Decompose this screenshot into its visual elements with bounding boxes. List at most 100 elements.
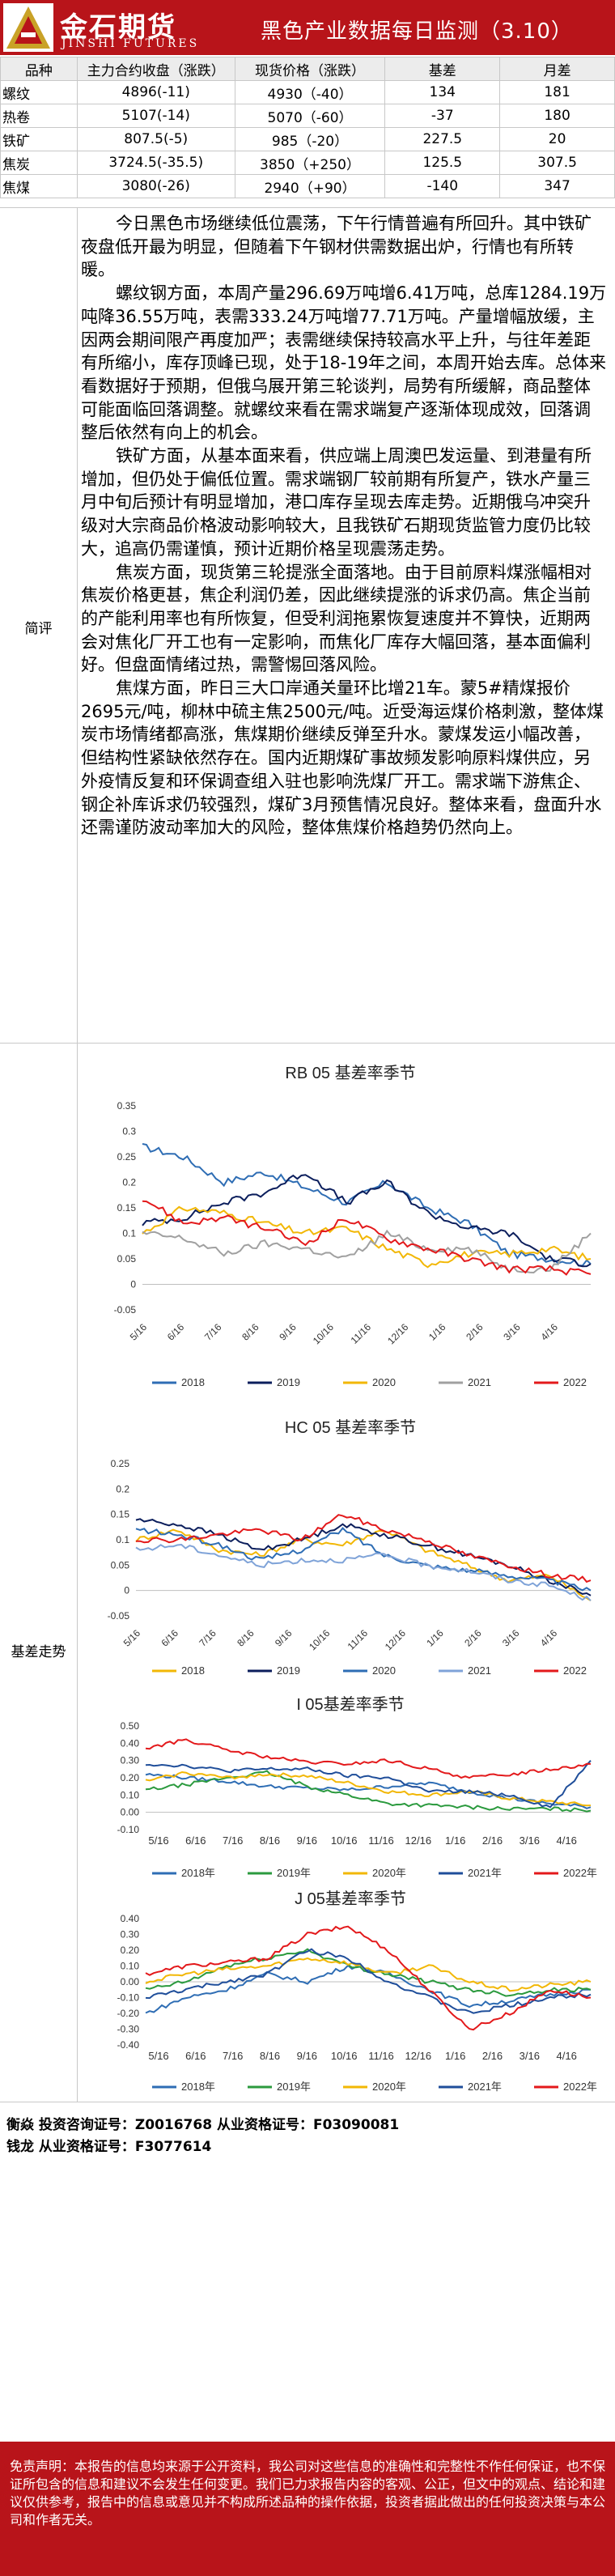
- x-tick-label: 5/16: [121, 1627, 143, 1649]
- x-tick-label: 5/16: [128, 1321, 150, 1343]
- y-tick-label: 0: [124, 1585, 129, 1596]
- logo-icon: [3, 3, 53, 52]
- y-tick-label: 0.25: [117, 1151, 137, 1163]
- column-header: 主力合约收盘（涨跌）: [76, 57, 235, 81]
- y-tick-label: 0.10: [121, 1961, 140, 1972]
- report-header: 金石期货 JINSHI FUTURES 黑色产业数据每日监测（3.10）: [0, 0, 615, 55]
- table-cell: 181: [499, 80, 615, 104]
- x-tick-label: 4/16: [557, 1834, 577, 1847]
- y-tick-label: 0.3: [122, 1126, 136, 1137]
- x-tick-label: 1/16: [445, 2050, 465, 2062]
- y-tick-label: 0.1: [122, 1228, 136, 1239]
- x-tick-label: 7/16: [202, 1321, 224, 1343]
- y-tick-label: 0.05: [117, 1253, 137, 1265]
- series-line: [145, 1770, 592, 1813]
- commentary-text: 今日黑色市场继续低位震荡，下午行情普遍有所回升。其中铁矿夜盘低开最为明显，但随着…: [81, 212, 607, 840]
- y-tick-label: 0.20: [121, 1945, 140, 1956]
- table-cell: 347: [499, 174, 615, 198]
- analyst-line: 钱龙 从业资格证号：F3077614: [6, 2139, 212, 2155]
- x-tick-label: 6/16: [185, 2050, 206, 2062]
- legend-label: 2020年: [372, 1867, 406, 1879]
- x-tick-label: 3/16: [520, 1834, 540, 1847]
- y-tick-label: -0.40: [117, 2039, 140, 2051]
- table-cell: 3724.5(-35.5): [76, 151, 235, 175]
- x-tick-label: 2/16: [464, 1321, 486, 1343]
- j-basis-chart: J 05基差率季节 -0.40 -0.30 -0.20 -0.10 0.00 0.10 0.2…: [117, 1889, 597, 2093]
- column-header: 现货价格（涨跌）: [234, 57, 386, 81]
- y-tick-label: -0.05: [114, 1304, 137, 1316]
- table-row: 热卷 5107(-14) 5070（-60） -37 180: [0, 104, 615, 128]
- series-line: [145, 1957, 592, 1992]
- x-tick-label: 6/16: [159, 1627, 181, 1649]
- x-tick-label: 5/16: [148, 1834, 168, 1847]
- x-tick-label: 11/16: [368, 1834, 394, 1847]
- series-line: [142, 1143, 592, 1267]
- series-line: [135, 1528, 592, 1602]
- column-header: 月差: [499, 57, 615, 81]
- logo-name-en: JINSHI FUTURES: [62, 37, 200, 50]
- x-tick-label: 9/16: [273, 1627, 295, 1649]
- x-tick-label: 7/16: [197, 1627, 218, 1649]
- chart-title: RB 05 基差率季节: [285, 1064, 415, 1082]
- table-cell: 4896(-11): [76, 80, 235, 104]
- x-tick-label: 12/16: [405, 1834, 432, 1847]
- table-row: 螺纹 4896(-11) 4930（-40） 134 181: [0, 80, 615, 104]
- disclaimer: 免责声明：本报告的信息均来源于公开资料，我公司对这些信息的准确性和完整性不作任何…: [0, 2442, 615, 2576]
- series-line: [142, 1200, 592, 1276]
- table-cell: 180: [499, 104, 615, 128]
- row-divider: [0, 1043, 615, 1044]
- y-tick-label: -0.10: [117, 1992, 140, 2004]
- x-tick-label: 8/16: [235, 1627, 257, 1649]
- x-tick-label: 9/16: [297, 1834, 317, 1847]
- x-tick-label: 11/16: [346, 1627, 371, 1652]
- y-tick-label: 0.2: [116, 1483, 129, 1494]
- series-line: [135, 1543, 592, 1601]
- legend-label: 2019年: [277, 2081, 311, 2093]
- legend-label: 2019: [277, 1664, 300, 1677]
- table-row: 焦煤 3080(-26) 2940（+90） -140 347: [0, 174, 615, 198]
- x-tick-label: 2/16: [462, 1627, 484, 1649]
- legend-label: 2020: [372, 1664, 396, 1677]
- i-basis-chart: I 05基差率季节 -0.10 0.00 0.10 0.20 0.30 0.40 0.50 5/…: [117, 1695, 597, 1879]
- legend-label: 2022年: [563, 2081, 597, 2093]
- y-tick-label: 0.40: [121, 1737, 140, 1749]
- y-tick-label: -0.30: [117, 2024, 140, 2035]
- y-tick-label: -0.10: [117, 1824, 140, 1835]
- series-line: [145, 1770, 592, 1807]
- legend-label: 2022: [563, 1376, 587, 1388]
- series-line: [136, 1514, 592, 1583]
- x-tick-label: 6/16: [185, 1834, 206, 1847]
- table-cell: 焦炭: [0, 151, 78, 175]
- y-tick-label: 0.40: [121, 1913, 140, 1924]
- series-line: [135, 1518, 592, 1596]
- x-tick-label: 1/16: [426, 1321, 448, 1343]
- logo-name-cn: 金石期货: [60, 11, 176, 44]
- y-tick-label: 0.1: [116, 1534, 129, 1545]
- table-cell: 焦煤: [0, 174, 78, 198]
- legend-label: 2021年: [468, 1867, 502, 1879]
- y-tick-label: 0.2: [122, 1177, 136, 1188]
- column-header: 基差: [384, 57, 501, 81]
- x-tick-label: 3/16: [520, 2050, 540, 2062]
- y-tick-label: 0.30: [121, 1755, 140, 1766]
- x-tick-label: 7/16: [223, 1834, 243, 1847]
- y-tick-label: 0.30: [121, 1929, 140, 1941]
- y-tick-label: 0.05: [111, 1559, 130, 1571]
- y-tick-label: -0.05: [108, 1610, 130, 1622]
- rb-basis-chart: RB 05 基差率季节 -0.05 0 0.05 0.1 0.15 0.2 0.25 0.3 0.…: [114, 1064, 592, 1388]
- x-tick-label: 1/16: [445, 1834, 465, 1847]
- legend-label: 2018: [181, 1376, 205, 1388]
- y-tick-label: 0.25: [111, 1458, 130, 1469]
- series-line: [145, 1773, 592, 1809]
- table-cell: 3080(-26): [76, 174, 235, 198]
- chart-title: J 05基差率季节: [295, 1889, 406, 1908]
- legend-label: 2019年: [277, 1867, 311, 1879]
- x-tick-label: 6/16: [165, 1321, 187, 1343]
- analyst-line: 衡焱 投资咨询证号：Z0016768 从业资格证号：F03090081: [6, 2117, 400, 2133]
- table-cell: -140: [384, 174, 501, 198]
- x-tick-label: 4/16: [538, 1627, 560, 1649]
- x-tick-label: 2/16: [482, 1834, 503, 1847]
- table-cell: 227.5: [384, 127, 501, 151]
- x-tick-label: 10/16: [307, 1627, 332, 1652]
- y-tick-label: 0.35: [117, 1100, 137, 1112]
